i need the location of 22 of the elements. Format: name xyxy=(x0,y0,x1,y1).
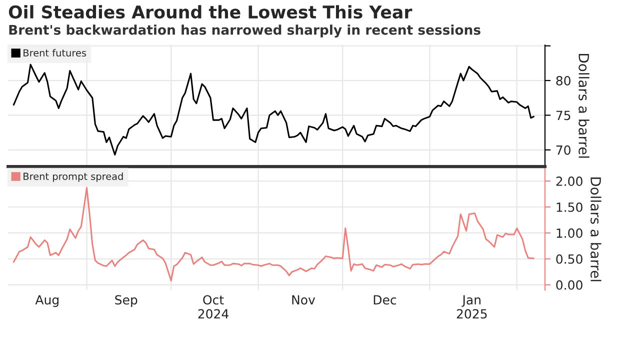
chart-subtitle: Brent's backwardation has narrowed sharply in recent sessions xyxy=(9,24,480,38)
x-tick-label: Dec xyxy=(374,295,396,305)
y-axis-title: Dollars a barrel xyxy=(590,178,602,282)
x-tick-label: Aug xyxy=(35,295,58,307)
y-tick-label: 1.50 xyxy=(556,202,582,212)
chart-title: Oil Steadies Around the Lowest This Year xyxy=(8,5,412,19)
y-tick-label: 75 xyxy=(556,110,570,120)
y-tick-label: 80 xyxy=(556,76,570,86)
y-tick-label: 70 xyxy=(556,145,570,155)
legend-label: Brent prompt spread xyxy=(24,172,123,182)
x-tick-label: Jan 2025 xyxy=(456,295,487,319)
y-tick-label: 0.00 xyxy=(556,280,582,290)
line-series xyxy=(12,187,534,282)
x-tick-label: Oct 2024 xyxy=(198,295,228,319)
y-tick-label: 2.00 xyxy=(556,176,582,186)
y-tick-label: 0.50 xyxy=(556,254,582,264)
y-axis-title: Dollars a barrel xyxy=(578,54,590,158)
line-series xyxy=(12,64,534,156)
y-tick-label: 1.00 xyxy=(556,228,582,238)
legend-label: Brent futures xyxy=(24,49,86,57)
x-tick-label: Sep xyxy=(115,295,138,307)
x-tick-label: Nov xyxy=(292,295,316,305)
